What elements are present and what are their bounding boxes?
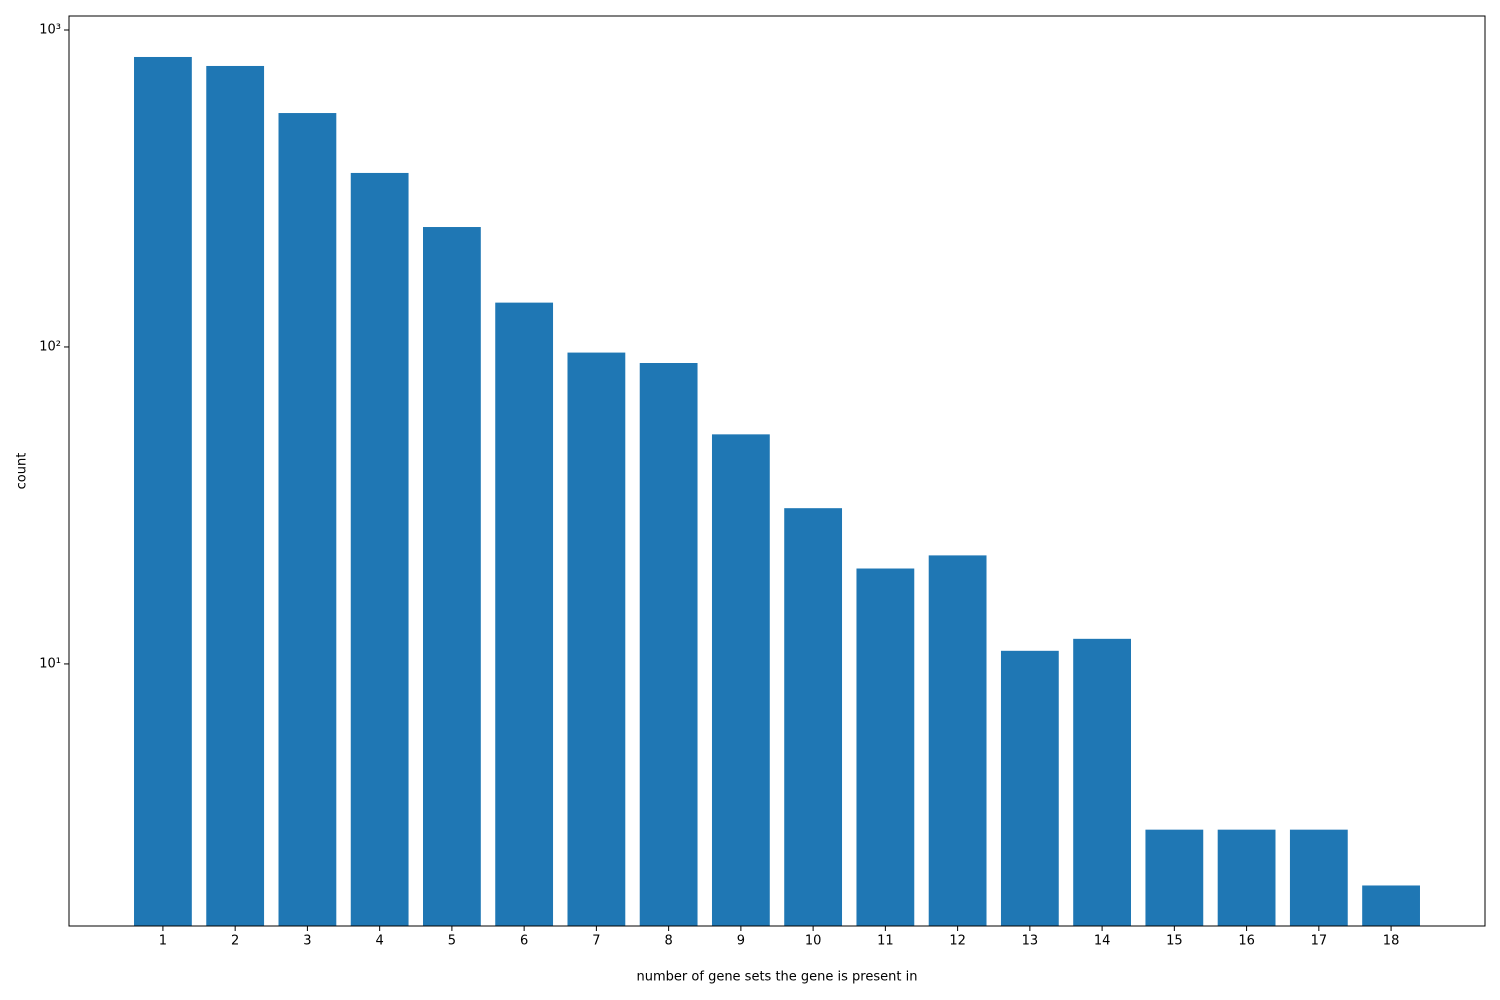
x-tick-label: 3: [303, 934, 311, 949]
x-tick-label: 5: [448, 934, 456, 949]
bar: [495, 302, 554, 926]
bar: [423, 227, 481, 926]
bar: [1073, 638, 1131, 926]
bar: [1362, 885, 1420, 926]
bar: [1289, 829, 1348, 926]
x-axis-label: number of gene sets the gene is present …: [637, 970, 918, 985]
y-tick-label: 10³: [39, 22, 61, 37]
x-tick-label: 16: [1238, 934, 1255, 949]
x-tick-label: 7: [592, 934, 600, 949]
bar: [856, 568, 915, 926]
x-tick-label: 17: [1311, 934, 1328, 949]
y-tick-label: 10²: [39, 339, 61, 354]
y-tick-label: 10¹: [39, 656, 61, 671]
x-tick-label: 9: [737, 934, 745, 949]
x-tick-label: 14: [1094, 934, 1111, 949]
x-tick-label: 11: [877, 934, 894, 949]
x-tick-label: 12: [949, 934, 966, 949]
y-axis-label: count: [15, 453, 30, 490]
bar: [784, 508, 843, 926]
bar: [206, 65, 265, 926]
x-tick-label: 18: [1383, 934, 1400, 949]
bar: [567, 352, 626, 926]
x-tick-label: 4: [376, 934, 384, 949]
x-tick-label: 8: [664, 934, 672, 949]
x-tick-label: 6: [520, 934, 528, 949]
x-tick-label: 2: [231, 934, 239, 949]
bar: [928, 555, 987, 926]
bar: [1145, 829, 1204, 926]
bar: [278, 113, 337, 926]
bar: [134, 56, 192, 927]
bar: [1000, 650, 1059, 926]
bar: [711, 434, 770, 926]
x-tick-label: 15: [1166, 934, 1183, 949]
bar: [1217, 829, 1276, 926]
x-tick-label: 13: [1022, 934, 1039, 949]
plot-frame: [68, 15, 1486, 927]
x-tick-label: 1: [159, 934, 167, 949]
bar: [639, 363, 698, 926]
bar: [350, 172, 409, 926]
x-tick-label: 10: [805, 934, 822, 949]
